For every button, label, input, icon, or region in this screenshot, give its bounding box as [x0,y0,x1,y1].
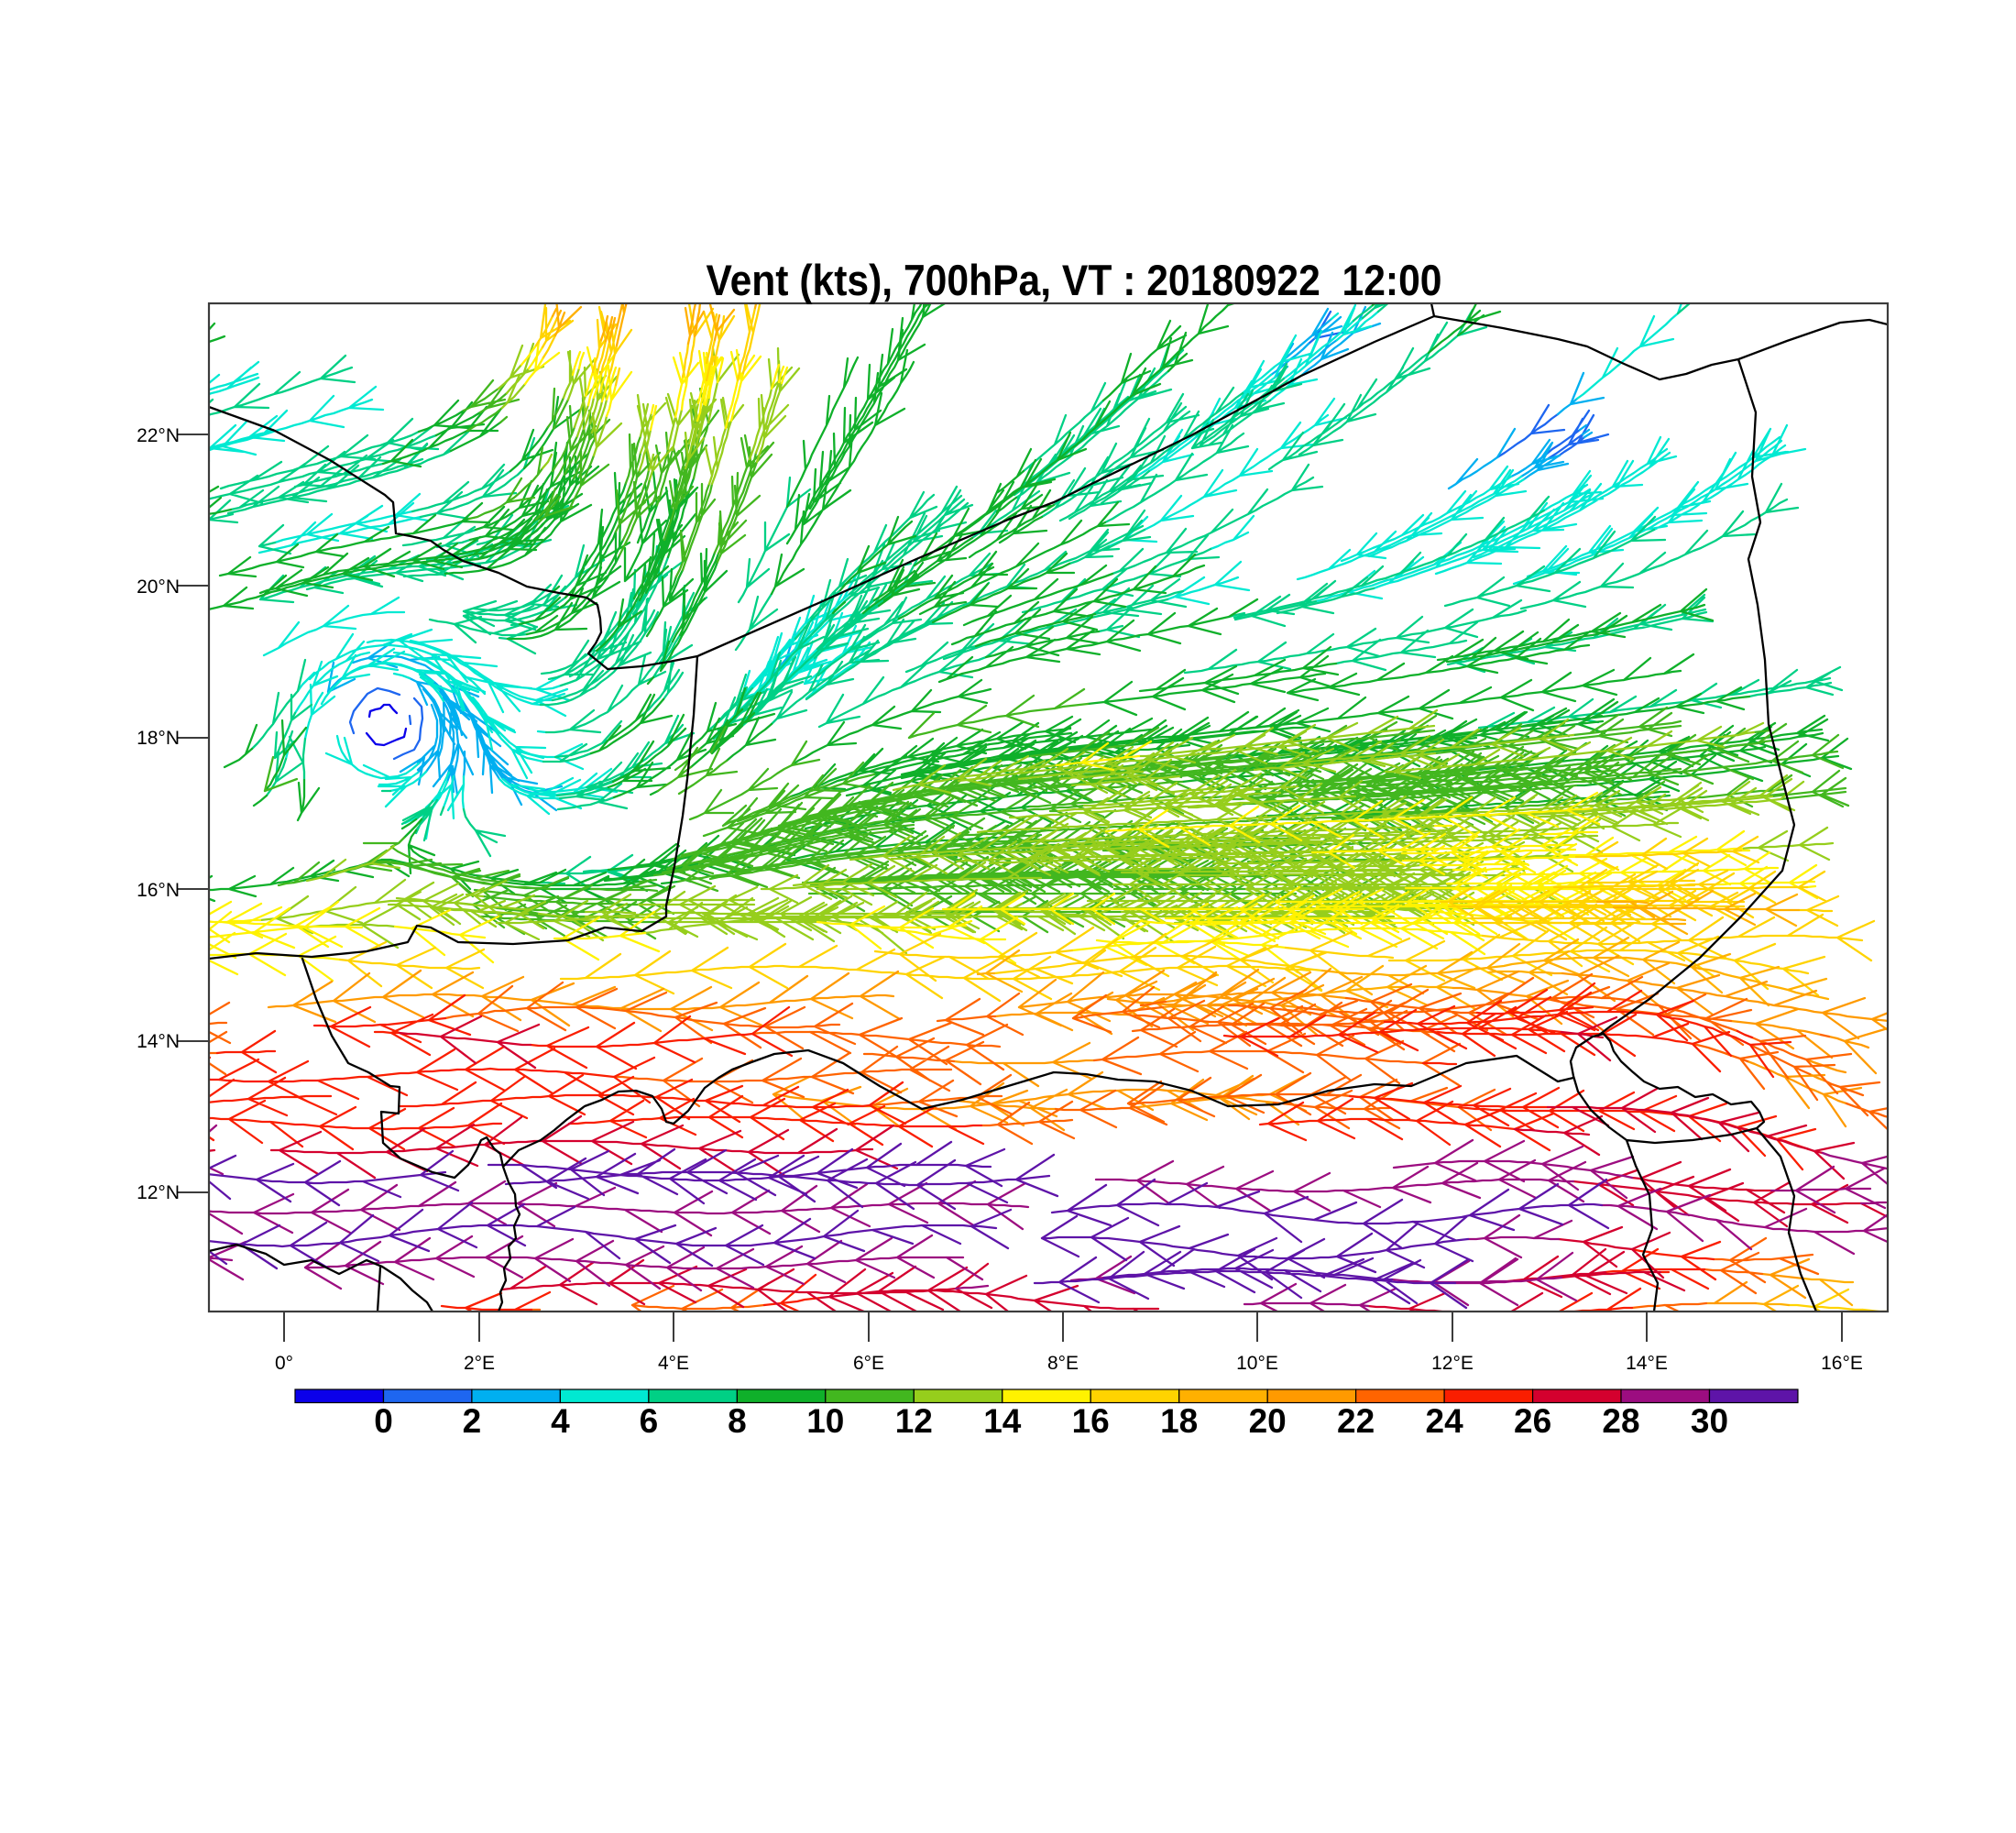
svg-text:16°N: 16°N [137,880,180,901]
svg-text:14°E: 14°E [1626,1353,1668,1374]
svg-text:6: 6 [640,1402,659,1440]
svg-text:20°N: 20°N [137,576,180,598]
svg-text:24: 24 [1426,1402,1464,1440]
svg-text:16: 16 [1072,1402,1110,1440]
svg-text:16°E: 16°E [1821,1353,1863,1374]
svg-text:Vent (kts), 700hPa, VT : 20180: Vent (kts), 700hPa, VT : 20180922 12:00 [707,256,1442,304]
svg-text:30: 30 [1691,1402,1728,1440]
svg-text:12°E: 12°E [1431,1353,1474,1374]
svg-text:10°E: 10°E [1236,1353,1278,1374]
svg-text:22: 22 [1337,1402,1375,1440]
svg-text:18: 18 [1160,1402,1198,1440]
svg-text:22°N: 22°N [137,425,180,446]
svg-text:14: 14 [983,1402,1022,1440]
svg-text:8°E: 8°E [1047,1353,1079,1374]
svg-text:10: 10 [806,1402,844,1440]
svg-text:2: 2 [463,1402,482,1440]
svg-text:12°N: 12°N [137,1182,180,1203]
svg-text:4: 4 [551,1402,570,1440]
svg-text:26: 26 [1514,1402,1551,1440]
svg-text:14°N: 14°N [137,1031,180,1052]
svg-text:4°E: 4°E [658,1353,689,1374]
svg-text:28: 28 [1602,1402,1639,1440]
svg-text:20: 20 [1249,1402,1287,1440]
svg-text:0: 0 [374,1402,393,1440]
svg-text:2°E: 2°E [464,1353,495,1374]
svg-text:8: 8 [728,1402,747,1440]
svg-text:0°: 0° [275,1353,293,1374]
svg-text:18°N: 18°N [137,728,180,749]
svg-text:12: 12 [895,1402,933,1440]
svg-text:6°E: 6°E [853,1353,884,1374]
